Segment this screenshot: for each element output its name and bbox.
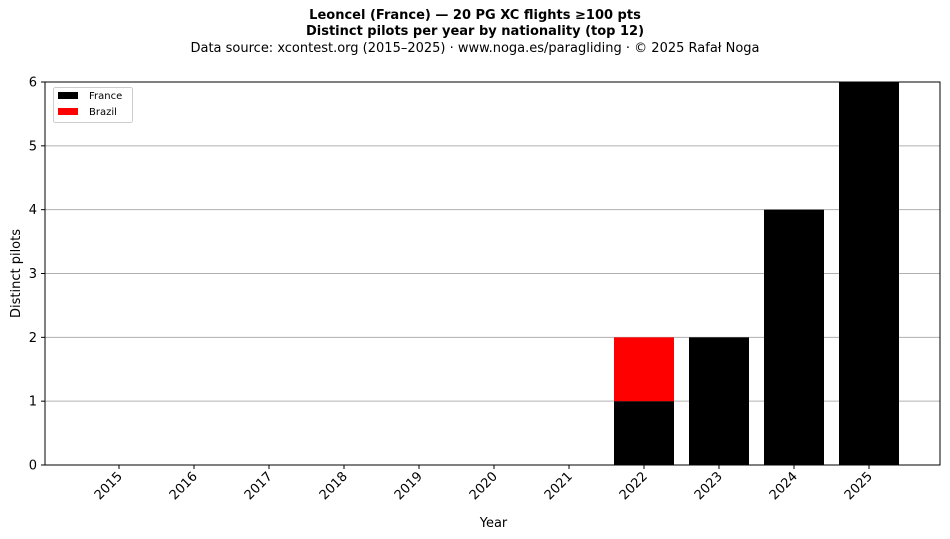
x-tick-label: 2024 [767,469,801,503]
y-tick-label: 4 [29,203,37,218]
x-tick-label: 2018 [317,469,351,503]
bar-france-2024 [764,209,824,465]
bar-france-2025 [839,82,899,465]
x-tick-label: 2019 [392,469,426,503]
legend-swatch-france [58,92,78,99]
x-tick-label: 2021 [542,469,576,503]
chart-title-block: Leoncel (France) — 20 PG XC flights ≥100… [0,8,950,57]
chart-title-line2: Distinct pilots per year by nationality … [305,24,645,39]
x-tick-label: 2020 [467,469,501,503]
x-tick-label: 2017 [242,469,276,503]
legend: France Brazil [53,87,133,123]
x-axis-label: Year [479,516,508,531]
y-axis-label: Distinct pilots [9,229,24,318]
x-tick-label: 2015 [92,469,126,503]
y-tick-label: 2 [29,331,37,346]
x-tick-label: 2016 [167,469,201,503]
y-tick-label: 5 [29,139,37,154]
legend-label-brazil: Brazil [89,107,117,118]
bar-france-2023 [689,337,749,465]
x-tick-label: 2022 [617,469,651,503]
x-tick-label: 2023 [692,469,726,503]
legend-swatch-brazil [58,108,78,115]
chart-subtitle: Data source: xcontest.org (2015–2025) · … [190,41,760,56]
chart-title: Leoncel (France) — 20 PG XC flights ≥100… [309,8,641,23]
y-tick-label: 6 [29,76,37,91]
bar-brazil-2022 [614,337,674,402]
y-tick-label: 3 [29,267,37,282]
y-tick-label: 1 [29,395,37,410]
legend-label-france: France [89,91,122,102]
x-tick-label: 2025 [842,469,876,503]
bar-france-2022 [614,401,674,465]
y-tick-label: 0 [29,459,37,474]
